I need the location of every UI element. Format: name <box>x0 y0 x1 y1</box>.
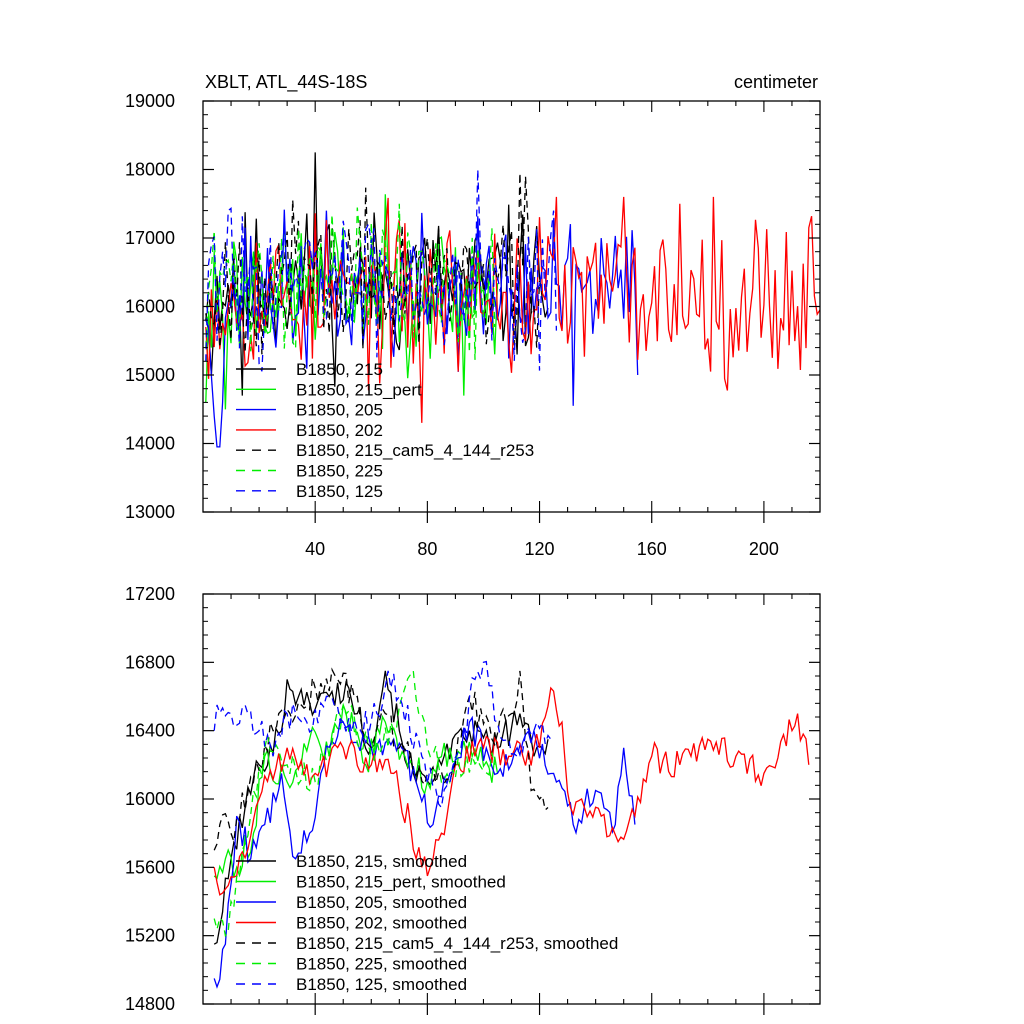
legend-label: B1850, 205 <box>296 401 383 420</box>
legend-label: B1850, 205, smoothed <box>296 893 467 912</box>
legend-label: B1850, 125 <box>296 482 383 501</box>
legend-label: B1850, 215, smoothed <box>296 852 467 871</box>
legend-label: B1850, 215_pert, smoothed <box>296 873 506 892</box>
legend-label: B1850, 225, smoothed <box>296 955 467 974</box>
top-panel-title: XBLT, ATL_44S-18S <box>205 72 367 93</box>
top-panel: XBLT, ATL_44S-18S centimeter 13000 14000 1… <box>125 72 821 559</box>
y-tick-label: 16400 <box>125 721 175 741</box>
legend-label: B1850, 215_pert <box>296 380 422 399</box>
legend-label: B1850, 215_cam5_4_144_r253, smoothed <box>296 934 618 953</box>
x-tick-label: 120 <box>525 539 555 559</box>
series-line-2 <box>213 715 636 989</box>
y-tick-label: 14800 <box>125 994 175 1014</box>
series-line-6 <box>213 660 552 810</box>
y-tick-label: 15600 <box>125 857 175 877</box>
series-line-2 <box>205 209 639 448</box>
x-tick-label: 200 <box>749 539 779 559</box>
series-line-6 <box>205 169 558 372</box>
x-tick-label: 80 <box>417 539 437 559</box>
legend-label: B1850, 225 <box>296 462 383 481</box>
x-tick-label: 40 <box>305 539 325 559</box>
legend-label: B1850, 215_cam5_4_144_r253 <box>296 441 534 460</box>
y-tick-label: 16000 <box>125 297 175 317</box>
top-panel-units: centimeter <box>734 72 818 92</box>
legend-label: B1850, 202, smoothed <box>296 914 467 933</box>
legend-label: B1850, 125, smoothed <box>296 975 467 994</box>
y-tick-label: 13000 <box>125 502 175 522</box>
y-tick-label: 18000 <box>125 160 175 180</box>
series-line-5 <box>213 669 496 938</box>
legend-label: B1850, 202 <box>296 421 383 440</box>
y-tick-label: 17000 <box>125 228 175 248</box>
bottom-panel: 14800 15200 15600 16000 16400 16800 17200 B1850… <box>125 584 821 1015</box>
y-tick-label: 19000 <box>125 91 175 111</box>
x-tick-label: 160 <box>637 539 667 559</box>
series-line-4 <box>213 667 549 851</box>
y-tick-label: 17200 <box>125 584 175 604</box>
y-tick-label: 16000 <box>125 789 175 809</box>
series-line-4 <box>205 172 541 355</box>
y-tick-label: 15200 <box>125 926 175 946</box>
y-tick-label: 16800 <box>125 652 175 672</box>
y-tick-label: 15000 <box>125 365 175 385</box>
y-tick-label: 14000 <box>125 434 175 454</box>
legend-label: B1850, 215 <box>296 360 383 379</box>
